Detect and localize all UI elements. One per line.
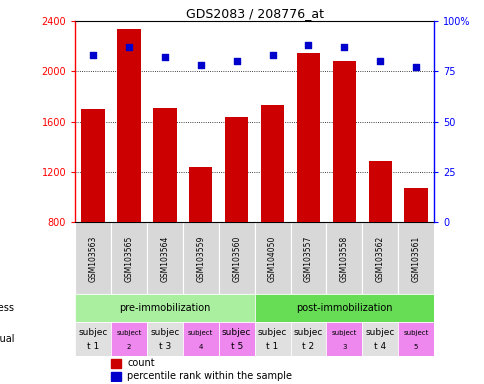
Point <box>268 52 276 58</box>
Bar <box>326 322 362 356</box>
Text: subjec: subjec <box>293 328 322 337</box>
Text: stress: stress <box>0 303 14 313</box>
Text: t 5: t 5 <box>230 342 242 351</box>
Text: GSM103560: GSM103560 <box>232 235 241 281</box>
Bar <box>75 222 111 295</box>
Text: t 4: t 4 <box>374 342 385 351</box>
Text: t 2: t 2 <box>302 342 314 351</box>
Bar <box>362 322 397 356</box>
Text: GSM103565: GSM103565 <box>124 235 133 281</box>
Text: GSM103557: GSM103557 <box>303 235 312 281</box>
Bar <box>182 222 218 295</box>
Bar <box>111 372 121 381</box>
Bar <box>182 322 218 356</box>
Point <box>89 52 97 58</box>
Bar <box>397 222 433 295</box>
Point <box>340 44 348 50</box>
Bar <box>147 322 182 356</box>
Bar <box>404 189 427 222</box>
Text: subject: subject <box>116 330 141 336</box>
Bar <box>189 167 212 222</box>
Text: 2: 2 <box>126 344 131 349</box>
Text: post-immobilization: post-immobilization <box>296 303 392 313</box>
Text: GSM103564: GSM103564 <box>160 235 169 281</box>
Bar <box>254 295 433 322</box>
Bar <box>260 106 284 222</box>
Bar <box>218 322 254 356</box>
Bar <box>290 322 326 356</box>
Text: t 1: t 1 <box>87 342 99 351</box>
Bar <box>81 109 105 222</box>
Text: 5: 5 <box>413 344 418 349</box>
Text: t 3: t 3 <box>158 342 171 351</box>
Point <box>411 65 419 71</box>
Text: GSM103563: GSM103563 <box>89 235 97 281</box>
Text: subject: subject <box>188 330 213 336</box>
Bar <box>296 53 319 222</box>
Bar <box>111 322 147 356</box>
Bar <box>147 222 182 295</box>
Bar <box>111 359 121 368</box>
Text: GSM103558: GSM103558 <box>339 235 348 281</box>
Bar <box>332 61 355 222</box>
Bar <box>75 295 254 322</box>
Bar <box>254 222 290 295</box>
Text: GSM103562: GSM103562 <box>375 235 384 281</box>
Text: count: count <box>127 358 154 368</box>
Point <box>232 58 240 65</box>
Point <box>304 42 312 48</box>
Text: individual: individual <box>0 334 14 344</box>
Bar <box>326 222 362 295</box>
Bar <box>362 222 397 295</box>
Text: 3: 3 <box>341 344 346 349</box>
Text: pre-immobilization: pre-immobilization <box>119 303 210 313</box>
Bar <box>225 117 248 222</box>
Bar <box>117 29 140 222</box>
Text: GSM104050: GSM104050 <box>268 235 276 281</box>
Point <box>197 62 204 68</box>
Bar <box>218 222 254 295</box>
Point <box>125 44 133 50</box>
Point <box>161 54 168 60</box>
Title: GDS2083 / 208776_at: GDS2083 / 208776_at <box>185 7 323 20</box>
Bar <box>111 222 147 295</box>
Text: GSM103559: GSM103559 <box>196 235 205 281</box>
Text: subjec: subjec <box>222 328 251 337</box>
Text: subject: subject <box>331 330 356 336</box>
Bar <box>368 161 391 222</box>
Bar <box>254 322 290 356</box>
Text: 4: 4 <box>198 344 203 349</box>
Text: subjec: subjec <box>257 328 287 337</box>
Text: subject: subject <box>403 330 428 336</box>
Text: percentile rank within the sample: percentile rank within the sample <box>127 371 292 381</box>
Text: subjec: subjec <box>150 328 179 337</box>
Bar <box>290 222 326 295</box>
Text: GSM103561: GSM103561 <box>411 235 420 281</box>
Bar <box>153 108 176 222</box>
Bar <box>75 322 111 356</box>
Text: subjec: subjec <box>78 328 107 337</box>
Point <box>376 58 383 65</box>
Text: t 1: t 1 <box>266 342 278 351</box>
Bar <box>397 322 433 356</box>
Text: subjec: subjec <box>365 328 394 337</box>
